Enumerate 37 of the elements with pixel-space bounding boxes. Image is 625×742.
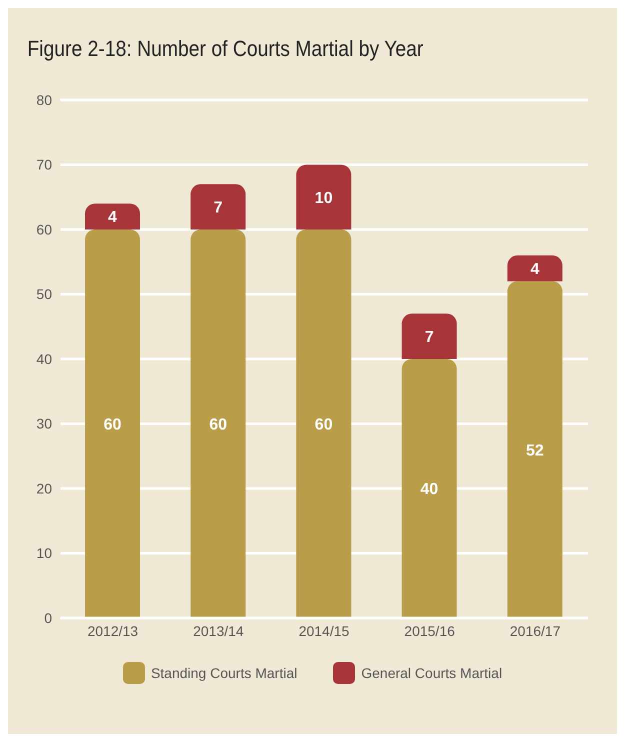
data-label: 52	[526, 442, 544, 460]
data-label: 60	[314, 416, 333, 434]
bar	[190, 230, 246, 618]
y-tick-label: 70	[36, 156, 52, 173]
data-label: 4	[108, 209, 118, 226]
legend-label: Standing Courts Martial	[150, 665, 298, 681]
data-label: 10	[314, 190, 333, 207]
bar	[507, 255, 562, 282]
bar	[85, 230, 140, 618]
y-tick-label: 80	[36, 92, 52, 108]
bar	[402, 359, 457, 618]
x-tick-label: 2014/15	[298, 622, 350, 639]
chart-title: Figure 2-18: Number of Courts Martial by Year	[26, 36, 424, 62]
y-tick-label: 50	[36, 286, 52, 302]
data-label: 60	[209, 416, 228, 434]
data-label: 4	[530, 261, 540, 278]
bar	[507, 281, 562, 618]
bar	[296, 164, 352, 230]
y-tick-label: 0	[44, 610, 52, 626]
bar	[85, 204, 140, 230]
data-label: 40	[420, 481, 438, 498]
x-tick-label: 2013/14	[193, 622, 244, 639]
bar	[190, 184, 246, 230]
bar	[402, 314, 457, 359]
bar	[296, 230, 352, 618]
data-label: 60	[104, 416, 122, 434]
y-tick-label: 10	[36, 545, 52, 562]
y-tick-label: 60	[36, 221, 52, 238]
legend-label: General Courts Martial	[361, 665, 502, 681]
x-tick-label: 2012/13	[87, 622, 138, 639]
data-label: 7	[214, 200, 223, 217]
data-label: 7	[424, 329, 434, 346]
x-tick-label: 2016/17	[510, 622, 561, 639]
y-tick-label: 30	[36, 416, 52, 432]
y-tick-label: 20	[36, 480, 52, 496]
x-tick-label: 2015/16	[404, 622, 456, 639]
y-tick-label: 40	[36, 350, 52, 367]
